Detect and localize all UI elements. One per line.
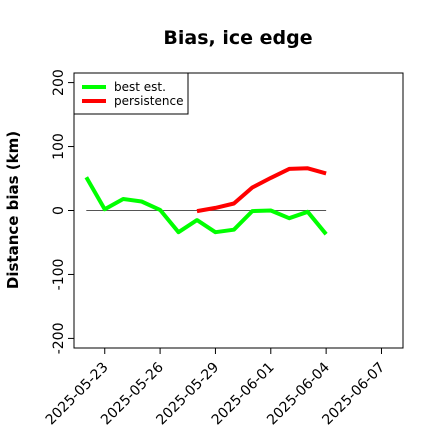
series-line-best-est: [84, 176, 328, 236]
series-line-persistence: [196, 166, 327, 214]
legend-box: [73, 72, 189, 115]
y-tick-label: 100: [51, 133, 67, 160]
y-tick-label: 0: [51, 206, 67, 215]
chart-title: Bias, ice edge: [163, 27, 312, 49]
legend-label: persistence: [114, 94, 183, 108]
legend: best est.persistence: [73, 72, 189, 115]
y-axis-label: Distance bias (km): [4, 131, 22, 289]
plot-area: -200-10001002002025-05-232025-05-262025-…: [43, 69, 404, 428]
y-tick-label: 200: [51, 69, 67, 96]
legend-label: best est.: [114, 80, 166, 94]
y-tick-label: -200: [51, 323, 67, 355]
y-tick-label: -100: [51, 259, 67, 291]
